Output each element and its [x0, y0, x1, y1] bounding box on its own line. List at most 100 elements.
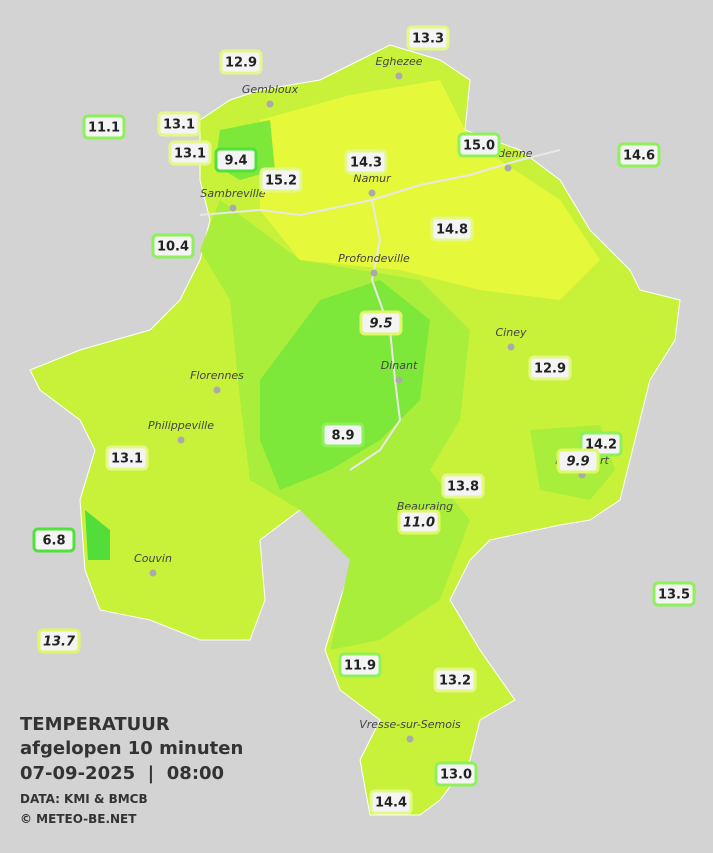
station-value: 14.3 — [350, 156, 382, 171]
datetime: 07-09-2025 | 08:00 — [20, 763, 224, 784]
station: 11.1 — [82, 114, 126, 140]
station: 12.9 — [528, 355, 572, 381]
station: 9.9 — [556, 448, 600, 474]
station: 13.5 — [652, 581, 696, 607]
station-value: 14.6 — [623, 149, 655, 164]
town-label: Sambreville — [200, 187, 265, 200]
town-label: Eghezee — [376, 55, 423, 68]
station-value: 13.3 — [412, 32, 444, 47]
station-value: 9.9 — [566, 455, 589, 470]
station-value: 11.0 — [403, 516, 435, 531]
station-box — [457, 132, 501, 158]
town-label: Profondeville — [338, 252, 410, 265]
station-value: 8.9 — [331, 429, 354, 444]
source: DATA: KMI & BMCB — [20, 792, 148, 806]
station-box — [37, 628, 81, 654]
title: TEMPERATUUR — [20, 714, 170, 735]
town-label: Philippeville — [148, 419, 214, 432]
station: 13.1 — [157, 111, 201, 137]
town-dot — [507, 343, 515, 351]
station: 15.2 — [259, 167, 303, 193]
station-value: 15.0 — [463, 139, 495, 154]
station: 13.3 — [406, 25, 450, 51]
town-label: Vresse-sur-Semois — [359, 718, 461, 731]
subtitle: afgelopen 10 minuten — [20, 738, 243, 759]
station-value: 13.8 — [447, 480, 479, 495]
town-label: Dinant — [381, 359, 418, 372]
town-dot — [368, 189, 376, 197]
station-value: 13.0 — [440, 768, 472, 783]
station: 6.8 — [32, 527, 76, 553]
station-box — [82, 114, 126, 140]
town-dot — [504, 164, 512, 172]
station-box — [338, 652, 382, 678]
station: 8.9 — [321, 422, 365, 448]
station-value: 13.1 — [111, 452, 143, 467]
town-dot — [149, 569, 157, 577]
station-box — [430, 216, 474, 242]
station-box — [433, 667, 477, 693]
station-value: 9.4 — [224, 154, 247, 169]
legend-block: TEMPERATUUR afgelopen 10 minuten 07-09-2… — [20, 714, 243, 826]
station-value: 13.1 — [163, 118, 195, 133]
warm-zone — [260, 80, 600, 300]
station-value: 13.7 — [43, 635, 76, 650]
station-value: 9.5 — [369, 317, 392, 332]
station-box — [556, 448, 600, 474]
station-value: 13.2 — [439, 674, 471, 689]
station-box — [441, 473, 485, 499]
town-dot — [177, 436, 185, 444]
town-label: Couvin — [134, 552, 172, 565]
station: 13.1 — [105, 445, 149, 471]
town-dot — [395, 376, 403, 384]
station: 12.9 — [219, 49, 263, 75]
station: 14.6 — [617, 142, 661, 168]
river — [199, 149, 561, 471]
station-value: 11.1 — [88, 121, 120, 136]
station-value: 15.2 — [265, 174, 297, 189]
station: 9.5 — [359, 310, 403, 336]
station-box — [157, 111, 201, 137]
station-box — [528, 355, 572, 381]
station: 9.4 — [214, 147, 258, 173]
station-value: 14.4 — [375, 796, 407, 811]
station: 14.3 — [344, 149, 388, 175]
town-dot — [266, 100, 274, 108]
station-value: 13.5 — [658, 588, 690, 603]
station: 14.8 — [430, 216, 474, 242]
town-label: Namur — [353, 172, 392, 185]
town-label: Ciney — [496, 326, 527, 339]
station-value: 12.9 — [225, 56, 257, 71]
station-box — [321, 422, 365, 448]
station-box — [259, 167, 303, 193]
station-box — [105, 445, 149, 471]
station-box — [434, 761, 478, 787]
station-box — [214, 147, 258, 173]
station-box — [151, 233, 195, 259]
station: 11.9 — [338, 652, 382, 678]
station-value: 11.9 — [344, 659, 376, 674]
station-box — [168, 140, 212, 166]
station-box — [406, 25, 450, 51]
station-box — [652, 581, 696, 607]
cold-zone — [85, 510, 110, 560]
station-box — [344, 149, 388, 175]
station: 13.0 — [434, 761, 478, 787]
town-label: Florennes — [190, 369, 244, 382]
station-box — [617, 142, 661, 168]
station: 15.0 — [457, 132, 501, 158]
station: 10.4 — [151, 233, 195, 259]
station: 13.2 — [433, 667, 477, 693]
station-box — [359, 310, 403, 336]
station-value: 14.8 — [436, 223, 468, 238]
town-dot — [406, 735, 414, 743]
town-label: Gembloux — [242, 83, 299, 96]
station-box — [219, 49, 263, 75]
station-value: 6.8 — [42, 534, 65, 549]
town-dot — [213, 386, 221, 394]
station-value: 13.1 — [174, 147, 206, 162]
station-value: 10.4 — [157, 240, 189, 255]
station: 13.7 — [37, 628, 81, 654]
station: 13.8 — [441, 473, 485, 499]
